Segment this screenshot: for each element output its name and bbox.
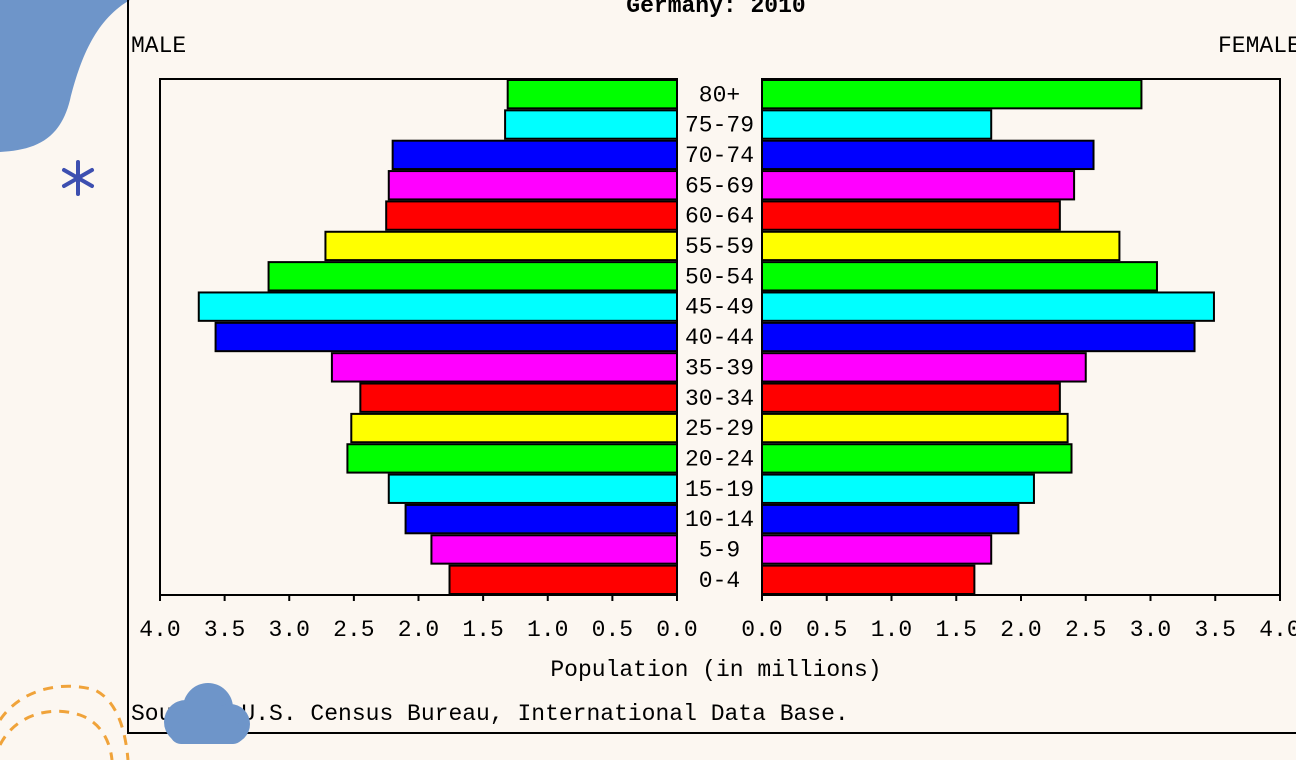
bar-male xyxy=(267,261,678,292)
x-tick-label: 1.5 xyxy=(936,617,977,643)
age-label: 10-14 xyxy=(685,507,754,533)
x-tick-label: 1.5 xyxy=(462,617,503,643)
age-label: 60-64 xyxy=(685,204,754,230)
bar-female xyxy=(761,261,1158,292)
bar-female xyxy=(761,443,1073,474)
x-tick-label: 3.5 xyxy=(1195,617,1236,643)
bar-female xyxy=(761,109,993,140)
x-tick-label: 3.0 xyxy=(269,617,310,643)
bar-female xyxy=(761,200,1061,231)
bar-male xyxy=(350,412,678,444)
bar-female xyxy=(761,534,993,565)
bar-female xyxy=(761,412,1069,444)
bar-female xyxy=(761,170,1076,201)
bar-female xyxy=(761,503,1020,535)
bar-male xyxy=(324,230,678,262)
age-label: 5-9 xyxy=(699,538,740,564)
bar-female xyxy=(761,291,1215,322)
bar-female xyxy=(761,230,1121,262)
bar-male xyxy=(385,200,678,231)
decor-dashed-circle xyxy=(0,684,130,760)
x-tick-label: 1.0 xyxy=(871,617,912,643)
age-label: 50-54 xyxy=(685,264,754,290)
x-tick-label: 2.5 xyxy=(1065,617,1106,643)
x-tick-label: 0.0 xyxy=(741,617,782,643)
age-label: 15-19 xyxy=(685,477,754,503)
age-label: 40-44 xyxy=(685,325,754,351)
x-tick-label: 0.5 xyxy=(592,617,633,643)
bar-male xyxy=(359,382,678,413)
bar-female xyxy=(761,139,1095,171)
decor-blob xyxy=(0,0,130,152)
x-tick-label: 3.5 xyxy=(204,617,245,643)
x-tick-label: 2.0 xyxy=(1000,617,1041,643)
age-label: 55-59 xyxy=(685,234,754,260)
age-label: 45-49 xyxy=(685,295,754,321)
x-tick-label: 2.0 xyxy=(398,617,439,643)
bar-male xyxy=(404,503,678,535)
chart-title: Germany: 2010 xyxy=(626,0,805,19)
x-tick-label: 2.5 xyxy=(333,617,374,643)
age-label: 75-79 xyxy=(685,113,754,139)
marks: 4.0 4.0 3.5 3.5 3.0 3.0 2.5 2.5 2.0 2.0 1.5 1.5 1.0 1… xyxy=(139,79,1296,643)
bar-male xyxy=(214,321,678,353)
x-tick-label: 4.0 xyxy=(1259,617,1296,643)
legend-male: MALE xyxy=(131,33,186,59)
bar-female xyxy=(761,473,1035,504)
x-tick-label: 1.0 xyxy=(527,617,568,643)
decor-asterisk xyxy=(62,160,94,196)
bar-female xyxy=(761,352,1087,383)
legend-female: FEMALE xyxy=(1218,33,1296,59)
x-tick-label: 3.0 xyxy=(1130,617,1171,643)
source-note: Source: U.S. Census Bureau, Internationa… xyxy=(131,701,849,727)
decor-cloud xyxy=(164,683,250,744)
x-tick-label: 0.5 xyxy=(806,617,847,643)
chart-border xyxy=(127,0,1296,734)
bar-male xyxy=(330,352,678,383)
bar-male xyxy=(197,291,678,322)
age-label: 35-39 xyxy=(685,355,754,381)
bar-female xyxy=(761,564,976,595)
bar-male xyxy=(430,534,678,565)
bar-male xyxy=(346,443,678,474)
bar-female xyxy=(761,79,1143,110)
x-axis-label: Population (in millions) xyxy=(550,657,881,683)
age-label: 20-24 xyxy=(685,446,754,472)
age-label: 65-69 xyxy=(685,173,754,199)
bar-male xyxy=(506,79,678,110)
age-label: 80+ xyxy=(699,82,740,108)
x-tick-label: 4.0 xyxy=(139,617,180,643)
age-label: 25-29 xyxy=(685,416,754,442)
bar-male xyxy=(387,170,678,201)
age-label: 70-74 xyxy=(685,143,754,169)
bar-male xyxy=(387,473,678,504)
age-label: 0-4 xyxy=(699,568,740,594)
age-label: 30-34 xyxy=(685,386,754,412)
bar-female xyxy=(761,382,1061,413)
bar-female xyxy=(761,321,1196,353)
bar-male xyxy=(448,564,678,595)
bar-male xyxy=(504,109,678,140)
bar-male xyxy=(391,139,678,171)
x-tick-label: 0.0 xyxy=(656,617,697,643)
